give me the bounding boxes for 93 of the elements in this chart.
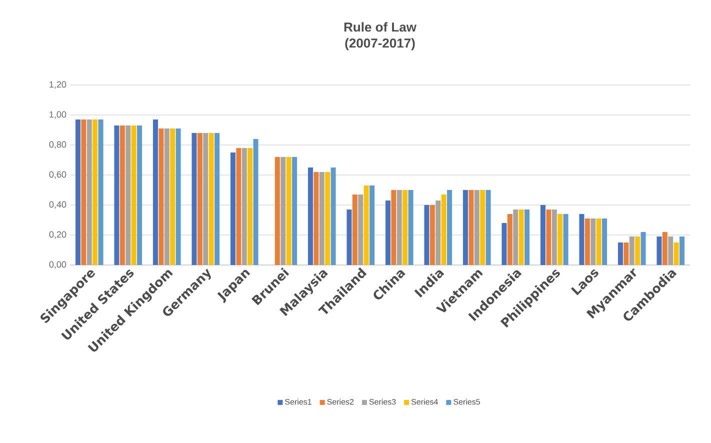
bar <box>75 119 80 265</box>
bar <box>358 194 364 265</box>
bar <box>274 156 280 265</box>
bar <box>208 132 214 265</box>
legend-label: Series3 <box>369 398 396 405</box>
bar <box>640 232 646 265</box>
bar <box>408 190 414 265</box>
bar <box>158 128 164 265</box>
bar <box>137 125 142 265</box>
y-tick-label: 1,20 <box>50 81 66 89</box>
bar <box>346 209 352 265</box>
bar <box>502 222 507 265</box>
bar <box>540 204 546 265</box>
bar <box>114 125 120 265</box>
bar <box>618 242 623 265</box>
bar <box>629 236 634 265</box>
bar <box>352 194 358 265</box>
bar <box>81 119 86 265</box>
bar <box>330 167 336 265</box>
legend-label: Series4 <box>411 398 438 405</box>
bar <box>385 200 390 265</box>
bar <box>391 190 396 265</box>
chart-subtitle: (2007-2017) <box>345 38 415 50</box>
bar <box>292 156 298 265</box>
bar <box>286 156 292 265</box>
bar <box>170 128 176 265</box>
bar <box>236 148 242 265</box>
bar <box>668 236 674 265</box>
bar <box>197 132 202 265</box>
bar <box>524 209 530 265</box>
chart-title: Rule of Law <box>344 22 416 32</box>
bar <box>513 209 518 265</box>
bar <box>314 172 319 265</box>
bar <box>424 204 430 265</box>
bar <box>462 190 468 265</box>
bar <box>280 156 286 265</box>
y-tick-label: 0,60 <box>49 171 66 179</box>
y-tick-label: 1,00 <box>50 111 66 119</box>
legend-label: Series2 <box>327 398 354 405</box>
bar <box>486 190 491 265</box>
bar <box>624 242 629 265</box>
bar <box>552 209 557 265</box>
bar <box>635 236 640 265</box>
bar <box>507 214 512 265</box>
bar <box>308 167 313 265</box>
bar <box>558 214 563 265</box>
bar <box>680 236 685 265</box>
bar <box>590 218 596 265</box>
bar <box>192 132 197 265</box>
bar <box>325 172 330 265</box>
bar <box>242 148 247 265</box>
bar <box>447 190 452 265</box>
bar <box>480 190 486 265</box>
bar <box>579 214 584 265</box>
bar <box>602 218 608 265</box>
bar <box>436 200 441 265</box>
bar <box>164 128 170 265</box>
bar <box>230 152 236 265</box>
bar <box>518 209 524 265</box>
bar <box>563 214 568 265</box>
bar <box>214 132 220 265</box>
legend-label: Series5 <box>454 398 480 405</box>
bar <box>662 232 668 265</box>
bar <box>402 190 408 265</box>
bar <box>674 242 679 265</box>
bar <box>441 194 446 265</box>
bar <box>131 125 136 265</box>
bar <box>396 190 402 265</box>
bar <box>203 132 208 265</box>
bar <box>92 119 98 265</box>
bar <box>364 185 369 265</box>
bar <box>430 204 435 265</box>
bar <box>120 125 125 265</box>
legend-label: Series1 <box>285 398 312 405</box>
bar <box>253 138 258 265</box>
bar <box>656 236 662 265</box>
bar <box>370 185 375 265</box>
bar <box>248 148 253 265</box>
bar <box>98 119 104 265</box>
bar <box>584 218 590 265</box>
bar <box>546 209 552 265</box>
bar <box>86 119 92 265</box>
y-tick-label: 0,00 <box>49 261 66 269</box>
bar <box>176 128 181 265</box>
bar <box>468 190 474 265</box>
bar <box>126 125 131 265</box>
y-tick-label: 0,80 <box>49 141 66 149</box>
bar <box>319 172 324 265</box>
y-tick-label: 0,40 <box>49 201 66 209</box>
bar <box>474 190 480 265</box>
y-tick-label: 0,20 <box>49 231 66 239</box>
bar <box>152 119 158 265</box>
bar <box>596 218 602 265</box>
